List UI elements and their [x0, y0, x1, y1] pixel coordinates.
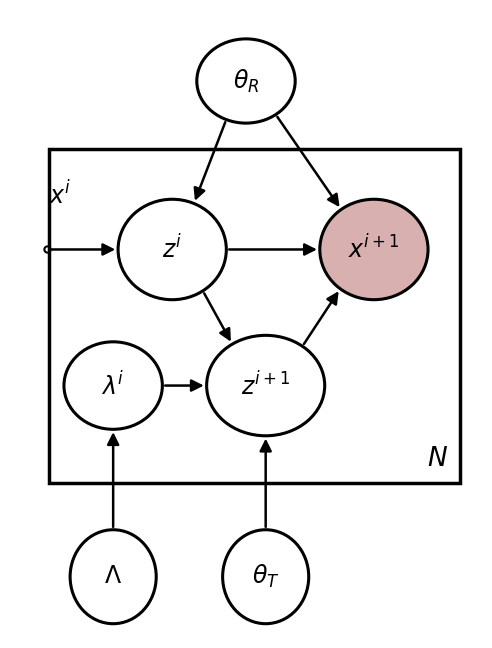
- Ellipse shape: [207, 336, 325, 436]
- Ellipse shape: [70, 530, 156, 623]
- Text: $\theta_R$: $\theta_R$: [233, 67, 259, 95]
- Text: $\theta_T$: $\theta_T$: [252, 563, 279, 590]
- Ellipse shape: [320, 200, 428, 300]
- Text: $z^{i+1}$: $z^{i+1}$: [241, 371, 290, 400]
- Bar: [49, 149, 460, 483]
- Text: $\lambda^i$: $\lambda^i$: [101, 371, 125, 400]
- Ellipse shape: [197, 39, 295, 123]
- Text: $\Lambda$: $\Lambda$: [104, 565, 122, 588]
- Ellipse shape: [64, 342, 162, 430]
- Ellipse shape: [118, 200, 226, 300]
- Text: $z^i$: $z^i$: [162, 235, 182, 264]
- Text: $x^{i+1}$: $x^{i+1}$: [348, 235, 400, 264]
- Text: $N$: $N$: [427, 446, 448, 471]
- Text: $x^i$: $x^i$: [49, 181, 71, 209]
- Ellipse shape: [222, 530, 309, 623]
